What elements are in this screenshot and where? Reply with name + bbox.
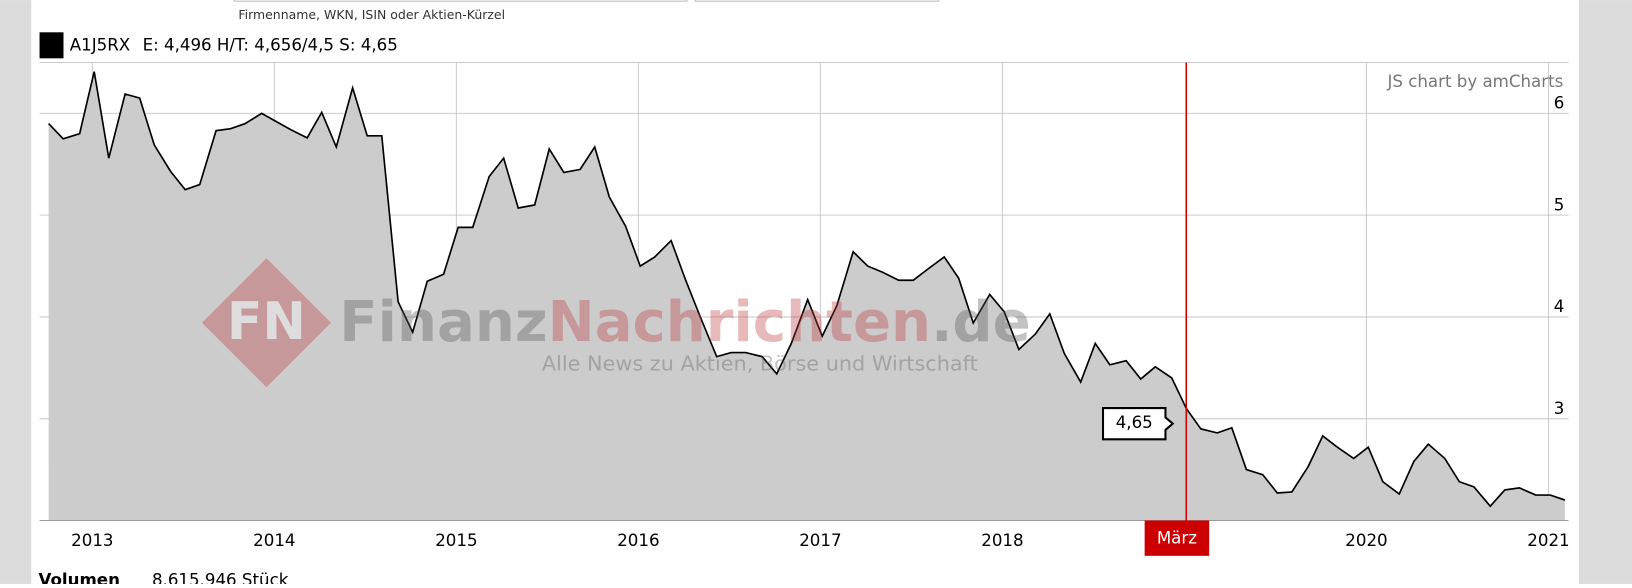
footer-value: 8.615.946 Stück (152, 570, 289, 584)
search-hint: Firmenname, WKN, ISIN oder Aktien-Kürzel (238, 7, 505, 22)
y-tick-label: 3 (1554, 399, 1565, 418)
y-tick-label: 5 (1554, 195, 1565, 214)
tooltip-label: 4,65 (1116, 413, 1153, 432)
side-margin (0, 0, 32, 584)
watermark-diamond (201, 258, 331, 388)
x-tick-label: 2018 (981, 531, 1023, 550)
tooltip-box (1101, 407, 1175, 441)
x-tick-label: 2021 (1527, 531, 1569, 550)
x-tick-label: 2016 (617, 531, 659, 550)
x-tick-label: 2020 (1345, 531, 1387, 550)
x-tick-label: 2015 (435, 531, 477, 550)
legend-text: E: 4,496 H/T: 4,656/4,5 S: 4,65 (143, 35, 398, 54)
watermark-tagline: Alle News zu Aktien, Börse und Wirtschaf… (542, 351, 978, 375)
watermark-text: FinanzNachrichten.de (339, 289, 1030, 354)
credit[interactable]: JS chart by amCharts (1386, 72, 1563, 91)
footer-label: Volumen (39, 570, 120, 584)
cursor-label-box (1144, 520, 1210, 556)
x-tick-label: 2014 (253, 531, 295, 550)
plot: 2345620132014201520162017201820202021Mär… (39, 61, 1570, 556)
x-tick-label: 2017 (799, 531, 841, 550)
legend-name[interactable]: A1J5RX (70, 35, 130, 54)
side-margin (1578, 0, 1632, 584)
y-tick-label: 4 (1554, 297, 1565, 316)
legend-swatch[interactable] (39, 32, 64, 59)
watermark-logo: FN (227, 292, 306, 352)
watermark: FN FinanzNachrichten.de Alle News zu Akt… (201, 258, 1031, 388)
y-tick-label: 6 (1554, 94, 1565, 113)
x-tick-label: 2013 (71, 531, 113, 550)
search-inputs[interactable] (233, 0, 940, 2)
cursor-label: März (1157, 529, 1197, 548)
line (48, 71, 1566, 508)
